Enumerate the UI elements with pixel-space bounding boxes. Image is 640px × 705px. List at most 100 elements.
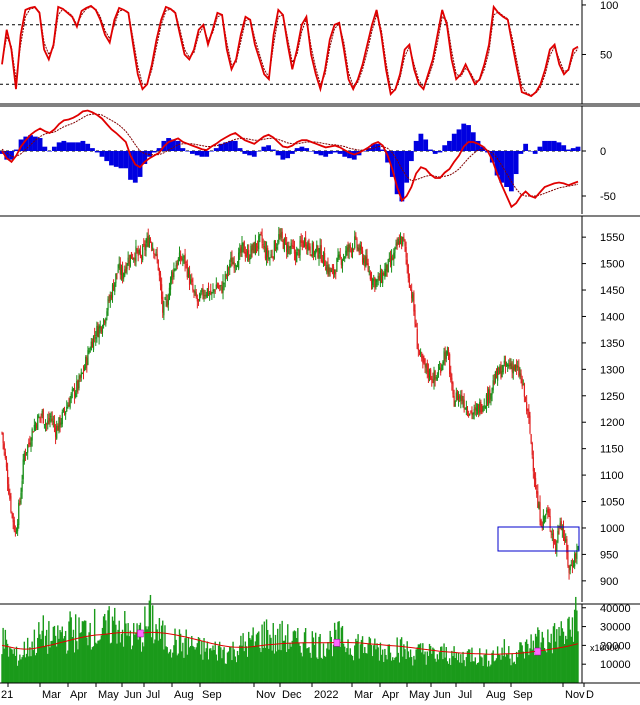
price-candle-body	[76, 380, 78, 392]
volume-bar	[299, 645, 301, 683]
price-candle-body	[205, 294, 207, 297]
volume-bar	[146, 629, 148, 683]
macd-histogram-bar	[451, 133, 457, 151]
price-candle-body	[305, 237, 307, 247]
price-candle-body	[30, 442, 32, 447]
volume-bar	[42, 615, 45, 683]
macd-histogram-bar	[209, 151, 214, 152]
price-candle-body	[306, 244, 308, 249]
volume-bar	[243, 651, 245, 683]
volume-bar	[554, 641, 557, 683]
price-candle-body	[514, 365, 517, 370]
price-tick-label: 1550	[600, 232, 624, 244]
volume-bar	[493, 661, 495, 683]
macd-histogram-bar	[370, 143, 376, 151]
macd-histogram-bar	[437, 151, 443, 153]
price-candle-body	[316, 244, 318, 251]
price-candle-body	[527, 408, 529, 411]
price-candle-body	[77, 380, 79, 389]
volume-bar	[128, 636, 130, 683]
volume-bar	[567, 618, 569, 683]
price-candle-body	[206, 288, 208, 297]
price-candle-body	[267, 248, 269, 258]
price-candle-body	[65, 411, 67, 415]
volume-bar	[524, 641, 527, 683]
macd-histogram-bar	[99, 151, 105, 157]
price-candle-body	[186, 263, 188, 278]
price-candle-body	[339, 254, 341, 258]
price-candle-body	[443, 351, 445, 365]
volume-bar	[78, 617, 80, 683]
price-candle-body	[403, 237, 405, 239]
volume-marker	[534, 647, 542, 656]
volume-bar	[92, 646, 95, 683]
price-candle-body	[89, 350, 91, 352]
price-candle-body	[284, 237, 287, 242]
macd-histogram-bar	[342, 151, 348, 157]
volume-bar	[325, 656, 327, 683]
price-candle-body	[188, 270, 191, 285]
price-candle-body	[331, 268, 334, 270]
volume-bar	[546, 652, 548, 683]
volume-bar	[385, 654, 387, 683]
macd-histogram-bar	[213, 148, 219, 151]
volume-bar	[349, 648, 351, 683]
volume-bar	[10, 648, 12, 683]
volume-bar	[265, 619, 268, 683]
volume-bar	[553, 623, 556, 683]
price-candle-body	[279, 235, 281, 237]
volume-bar	[280, 650, 282, 683]
price-candle-body	[269, 258, 271, 260]
volume-bar	[137, 639, 139, 683]
volume-bar	[30, 656, 32, 683]
price-candle-body	[531, 443, 533, 455]
price-candle-body	[107, 298, 109, 311]
volume-tick-label: 20000	[600, 640, 631, 652]
volume-bar	[44, 635, 47, 683]
volume-bar	[96, 643, 98, 683]
x-axis-label: Aug	[174, 689, 194, 701]
volume-bar	[576, 610, 578, 683]
volume-bar	[530, 634, 532, 683]
price-candle-body	[70, 393, 72, 399]
volume-bar	[380, 654, 383, 683]
price-candle-body	[147, 235, 149, 247]
volume-bar	[278, 649, 280, 683]
volume-bar	[205, 648, 207, 683]
volume-bar	[381, 649, 384, 683]
volume-bar	[246, 656, 249, 683]
volume-bar	[85, 620, 87, 683]
price-candle-body	[542, 515, 544, 526]
volume-bar	[352, 660, 355, 683]
volume-bar	[469, 649, 471, 683]
price-tick-label: 1300	[600, 364, 624, 376]
price-candle-body	[80, 372, 82, 378]
price-candle-body	[565, 539, 567, 542]
volume-bar	[346, 648, 348, 683]
price-candle-body	[238, 252, 240, 269]
price-tick-label: 1050	[600, 497, 624, 509]
volume-bar	[139, 622, 142, 683]
volume-bar	[131, 645, 134, 683]
volume-bar	[60, 632, 62, 683]
volume-bar	[245, 646, 248, 683]
price-candle-body	[363, 257, 365, 264]
price-candle-body	[198, 293, 201, 302]
volume-bar	[197, 637, 200, 683]
price-candle-body	[213, 289, 215, 292]
volume-bar	[412, 665, 414, 683]
macd-histogram-bar	[23, 136, 29, 151]
volume-bar	[14, 655, 17, 683]
volume-bar	[254, 641, 257, 683]
volume-bar	[480, 656, 482, 683]
price-candle-body	[349, 245, 351, 248]
price-candle-body	[317, 246, 319, 258]
price-candle-body	[145, 244, 147, 252]
volume-bar	[250, 639, 252, 683]
price-candle-body	[567, 550, 569, 566]
volume-bar	[422, 643, 424, 683]
volume-bar	[435, 661, 437, 683]
volume-bar	[432, 647, 434, 683]
price-candle-body	[11, 512, 13, 514]
volume-bar	[317, 659, 319, 683]
